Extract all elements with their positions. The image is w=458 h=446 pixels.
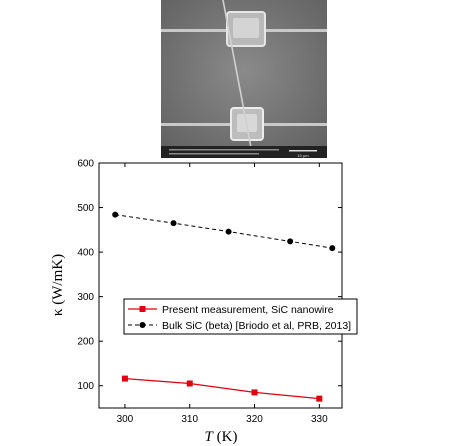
legend: Present measurement, SiC nanowire Bulk S… (123, 298, 358, 335)
data-point-bulk (112, 211, 119, 218)
y-tick-label: 100 (77, 381, 94, 392)
plot-frame (98, 162, 343, 409)
series-line-bulk (115, 214, 333, 249)
sem-scale-bar (289, 150, 317, 152)
data-point-nanowire (121, 375, 128, 382)
y-tick-label: 500 (77, 203, 94, 214)
data-point-bulk (170, 220, 177, 227)
x-tick-label: 310 (181, 414, 198, 425)
legend-label-nanowire: Present measurement, SiC nanowire (162, 304, 334, 316)
legend-box (123, 298, 358, 335)
x-tick-label: 330 (311, 414, 328, 425)
legend-marker-nanowire (139, 306, 146, 312)
data-point-bulk (329, 245, 336, 252)
series-line-nanowire (124, 377, 320, 400)
data-point-nanowire (186, 380, 193, 387)
y-tick-label: 200 (77, 337, 94, 348)
data-point-bulk (225, 228, 232, 235)
series-layer (112, 211, 336, 402)
sem-micrograph: 10 µm (161, 0, 327, 158)
data-point-nanowire (316, 395, 323, 402)
nanowire (222, 0, 254, 158)
sem-info-line-1 (169, 149, 279, 151)
y-tick-label: 400 (77, 248, 94, 259)
data-point-nanowire (251, 389, 258, 396)
data-point-bulk (287, 238, 294, 245)
sem-info-line-2 (169, 153, 259, 155)
x-tick-label: 300 (117, 414, 134, 425)
y-axis-label-unit: (W/mK) (50, 254, 66, 309)
legend-label-bulk: Bulk SiC (beta) [Briodo et al, PRB, 2013… (162, 320, 351, 332)
axis-ticks: 300 310 320 330 100 200 300 400 500 600 (77, 159, 342, 425)
y-tick-label: 300 (77, 292, 94, 303)
y-axis-label: κ (W/mK) (50, 254, 66, 316)
y-tick-label: 600 (77, 159, 94, 170)
x-axis-label: T (K) (205, 429, 238, 445)
x-tick-label: 320 (246, 414, 263, 425)
legend-marker-bulk (139, 322, 146, 328)
x-axis-label-variable: T (205, 429, 215, 445)
y-axis-label-symbol: κ (50, 308, 66, 316)
top-pad-center (233, 18, 259, 38)
x-axis-label-unit: (K) (213, 429, 238, 445)
sem-scale-bar-label: 10 µm (297, 153, 309, 158)
